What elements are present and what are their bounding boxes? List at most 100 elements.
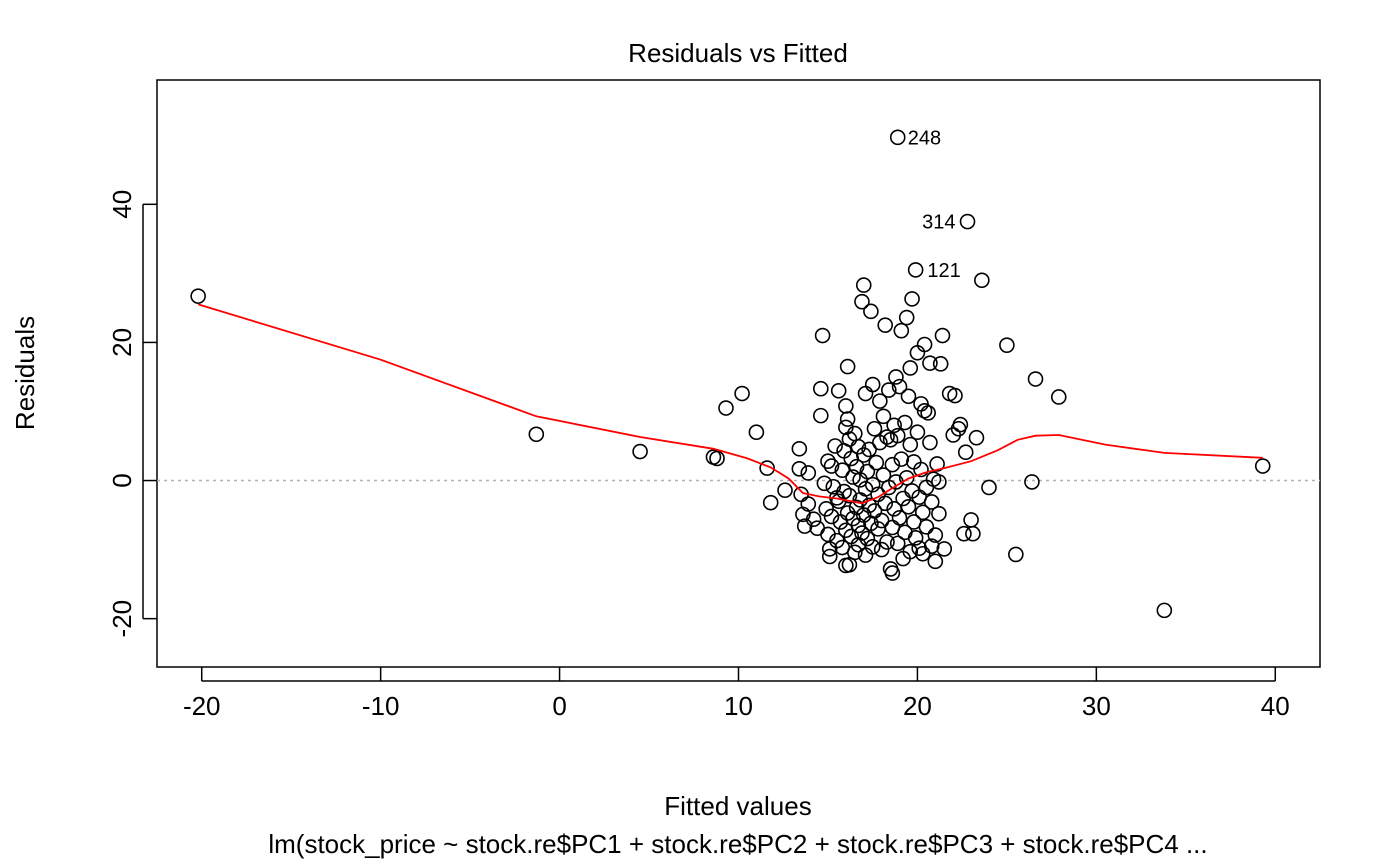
x-tick-label: 20	[903, 691, 932, 721]
residual-point	[820, 453, 836, 470]
residual-point	[718, 400, 734, 416]
residual-point	[863, 303, 879, 320]
residual-point	[918, 519, 935, 535]
residual-point	[914, 545, 931, 562]
residual-point	[854, 293, 870, 310]
residual-point	[838, 398, 854, 414]
residual-point	[889, 535, 906, 552]
plot-frame	[156, 79, 1321, 668]
residual-point	[891, 510, 908, 526]
residual-point	[959, 213, 976, 230]
residual-point	[889, 129, 906, 146]
residual-point	[891, 378, 908, 395]
residual-point	[845, 469, 861, 485]
residual-point	[839, 411, 856, 427]
residual-point	[841, 487, 858, 504]
residual-point	[836, 483, 852, 500]
y-tick-label: 0	[107, 473, 137, 487]
x-axis-label: Fitted values	[664, 791, 811, 821]
residual-point	[898, 469, 915, 486]
residual-point	[839, 505, 856, 521]
residual-point	[877, 495, 894, 512]
residual-point	[981, 479, 997, 496]
residual-point	[934, 327, 951, 344]
residual-point	[709, 450, 725, 467]
residual-point	[902, 436, 919, 453]
residual-point	[805, 511, 822, 528]
residual-point	[855, 277, 872, 293]
residual-point	[748, 424, 765, 441]
residual-point	[813, 380, 829, 397]
residual-point	[902, 360, 919, 376]
residual-point	[846, 544, 863, 561]
model-formula-subtitle: lm(stock_price ~ stock.re$PC1 + stock.re…	[268, 829, 1207, 859]
y-tick-label: 40	[107, 190, 137, 219]
residual-point	[762, 494, 779, 511]
residual-point	[190, 288, 206, 304]
residual-point	[814, 327, 831, 344]
residual-point	[963, 512, 979, 528]
point-label-121: 121	[927, 260, 960, 282]
y-tick-label: 20	[107, 328, 137, 357]
residual-point	[839, 358, 856, 375]
residual-point	[907, 530, 924, 546]
residual-point	[859, 463, 876, 480]
residual-point	[913, 461, 929, 478]
residual-point	[897, 414, 913, 431]
x-tick-label: 10	[724, 691, 753, 721]
residual-point	[821, 548, 838, 565]
residual-point	[922, 434, 938, 451]
y-tick-label: -20	[107, 600, 137, 638]
residual-point	[1254, 458, 1271, 474]
residual-point	[916, 402, 933, 419]
residual-point	[900, 498, 917, 515]
residual-point	[893, 451, 910, 467]
residual-point	[947, 387, 963, 404]
residual-point	[923, 494, 940, 510]
residual-point	[904, 291, 920, 307]
x-tick-label: 30	[1082, 691, 1111, 721]
residual-point	[791, 440, 808, 457]
residual-point	[855, 447, 872, 463]
residual-point	[823, 508, 840, 525]
residual-point	[791, 461, 808, 477]
residual-point	[927, 553, 944, 570]
residual-point	[816, 475, 833, 492]
residual-point	[854, 525, 870, 541]
residual-point	[880, 382, 897, 398]
residual-point	[1024, 474, 1040, 490]
residual-point	[759, 460, 775, 476]
residual-point	[968, 429, 985, 446]
residual-point	[813, 407, 829, 424]
residual-point	[923, 538, 940, 554]
residual-point	[879, 429, 895, 445]
residual-point	[872, 393, 888, 409]
residual-point	[931, 505, 947, 522]
residual-point	[864, 376, 881, 393]
residual-point	[888, 369, 904, 385]
residual-point	[834, 462, 851, 478]
residual-point	[823, 458, 840, 474]
residual-point	[830, 382, 847, 399]
residual-point	[861, 497, 877, 514]
residual-point	[873, 512, 890, 529]
point-label-248: 248	[908, 127, 941, 149]
residual-point	[895, 490, 911, 507]
residual-point	[999, 337, 1015, 353]
residual-point	[956, 525, 972, 542]
residual-point	[528, 426, 545, 443]
residual-point	[920, 405, 936, 421]
residual-point	[893, 322, 910, 339]
residual-point	[929, 456, 945, 472]
residual-point	[889, 427, 906, 444]
residual-point	[914, 504, 931, 521]
residual-point	[1050, 389, 1067, 405]
residual-point	[866, 420, 883, 437]
residual-point	[1156, 602, 1173, 619]
residual-point	[907, 262, 924, 278]
residual-point	[974, 272, 990, 289]
residual-point	[877, 317, 894, 333]
residual-point	[800, 496, 817, 512]
